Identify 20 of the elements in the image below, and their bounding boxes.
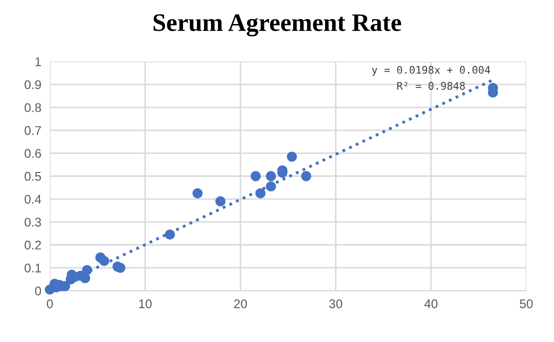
x-tick-label: 30 xyxy=(329,299,342,308)
y-tick-label: 0.7 xyxy=(24,126,41,135)
y-tick-label: 0.9 xyxy=(24,80,41,90)
annotation: R² = 0.9848 xyxy=(397,82,465,90)
y-tick-label: 0.2 xyxy=(24,240,41,250)
y-tick-label: 0.6 xyxy=(24,149,41,158)
x-tick-label: 50 xyxy=(520,299,533,308)
chart-title: Serum Agreement Rate xyxy=(154,14,402,36)
y-tick-label: 0 xyxy=(35,286,42,296)
x-tick-label: 0 xyxy=(46,299,53,308)
x-tick-label: 20 xyxy=(234,299,247,308)
y-tick-label: 0.5 xyxy=(24,172,42,181)
y-tick-label: 0.1 xyxy=(24,264,41,272)
y-tick-label: 1 xyxy=(36,57,41,66)
annotation: y = 0.0198x + 0.004 xyxy=(372,66,490,76)
y-tick-label: 0.8 xyxy=(24,103,41,112)
x-tick-label: 40 xyxy=(424,299,438,308)
y-tick-label: 0.4 xyxy=(24,194,42,204)
y-tick-label: 0.3 xyxy=(24,218,41,227)
x-tick-label: 10 xyxy=(139,299,152,308)
